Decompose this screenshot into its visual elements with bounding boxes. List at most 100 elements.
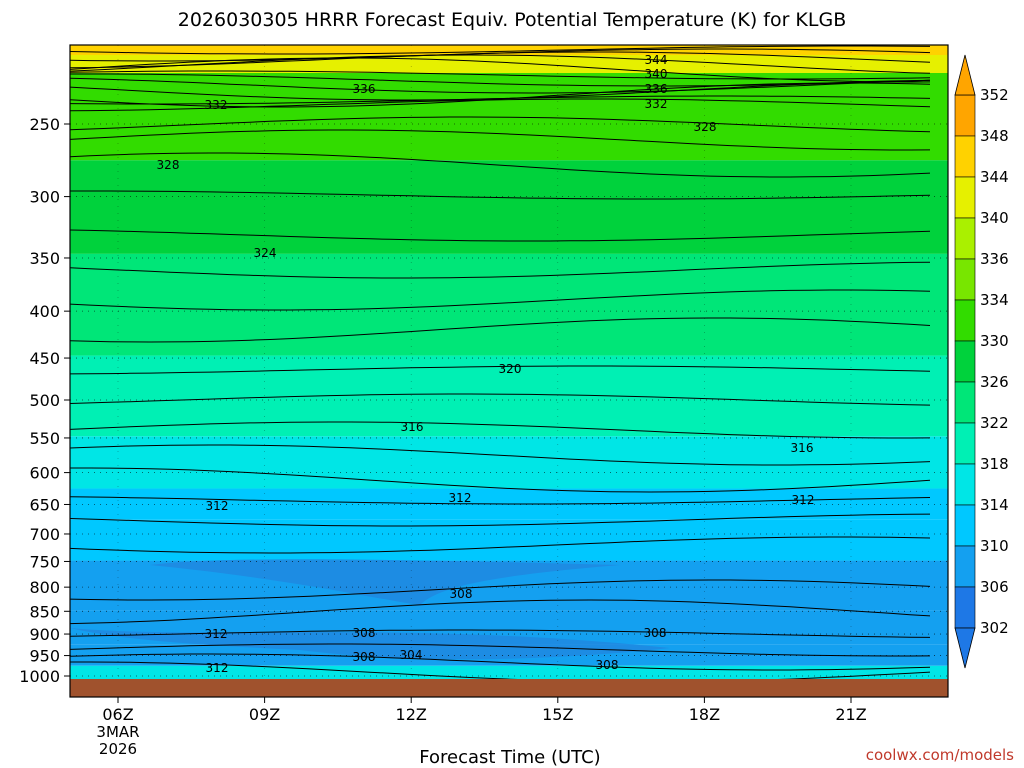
contour-line: [70, 54, 931, 74]
colorbar-segment: [954, 422, 976, 465]
colorbar-segment: [954, 545, 976, 588]
contour-label: 340: [645, 67, 668, 81]
contour-label: 332: [205, 98, 228, 112]
y-tick-label: 700: [29, 525, 60, 544]
colorbar-bottom-arrow: [954, 627, 976, 669]
contour-label: 312: [205, 627, 228, 641]
theta-e-band: [70, 355, 948, 437]
colorbar-tick-label: 306: [980, 578, 1009, 596]
contour-line: [70, 653, 931, 671]
contour-line: [70, 98, 931, 112]
y-tick-label: 600: [29, 464, 60, 483]
theta-e-bands: [70, 45, 948, 697]
grid-lines: [70, 45, 948, 697]
x-tick-label: 09Z: [249, 705, 280, 724]
colorbar-segment: [954, 258, 976, 301]
contour-line: [70, 317, 931, 343]
start-date-year: 2026: [99, 740, 137, 758]
contour-label: 312: [449, 491, 472, 505]
colorbar: 352 348 344 340 336 334 330 326 322 318 314 310 306 3…: [954, 54, 1009, 669]
contour-label: 316: [791, 441, 814, 455]
contour-label: 312: [792, 493, 815, 507]
theta-e-band: [70, 519, 948, 561]
contour-line: [70, 95, 931, 105]
y-tick-label: 1000: [19, 667, 60, 686]
contour-line: [70, 643, 931, 657]
y-tick-label: 900: [29, 625, 60, 644]
theta-e-band: [70, 253, 948, 356]
y-tick-label: 400: [29, 302, 60, 321]
contour-line: [70, 229, 931, 242]
contour-label: 308: [353, 650, 376, 664]
start-date-day: 3MAR: [96, 723, 139, 741]
contour-label: 336: [645, 82, 668, 96]
credit-text: coolwx.com/models: [866, 746, 1014, 764]
colorbar-tick-label: 326: [980, 373, 1009, 391]
x-axis: 3MAR 2026 06Z 09Z 12Z 15Z 18Z 21Z: [96, 697, 867, 758]
y-tick-label: 250: [29, 115, 60, 134]
colorbar-tick-label: 344: [980, 168, 1009, 186]
colorbar-segment: [954, 463, 976, 506]
y-tick-label: 650: [29, 495, 60, 514]
x-tick-label: 12Z: [396, 705, 427, 724]
contour-label: 308: [353, 626, 376, 640]
contour-label: 312: [206, 499, 229, 513]
contour-label: 308: [644, 626, 667, 640]
colorbar-tick-label: 302: [980, 619, 1009, 637]
y-tick-label: 850: [29, 602, 60, 621]
y-axis: 250 300 350 400 450 500 550 600 650 700 750 800 850 9…: [19, 115, 70, 686]
colorbar-segment: [954, 299, 976, 342]
colorbar-segment: [954, 381, 976, 424]
contour-line: [70, 77, 931, 94]
colorbar-tick-label: 336: [980, 250, 1009, 268]
colorbar-segment: [954, 504, 976, 547]
contour-label: 308: [596, 658, 619, 672]
x-axis-label: Forecast Time (UTC): [419, 747, 600, 768]
colorbar-tick-label: 322: [980, 414, 1009, 432]
y-tick-label: 950: [29, 647, 60, 666]
contour-label: 316: [401, 420, 424, 434]
colorbar-tick-label: 318: [980, 455, 1009, 473]
x-tick-label: 21Z: [835, 705, 866, 724]
colorbar-segment: [954, 135, 976, 178]
contour-line: [70, 496, 931, 505]
x-tick-label: 18Z: [689, 705, 720, 724]
contour-line: [70, 513, 931, 527]
theta-e-pocket: [150, 559, 620, 605]
y-tick-label: 750: [29, 552, 60, 571]
contour-line: [70, 129, 931, 151]
colorbar-tick-label: 330: [980, 332, 1009, 350]
contour-label: 332: [645, 97, 668, 111]
contour-line: [70, 536, 931, 554]
chart-title: 2026030305 HRRR Forecast Equiv. Potentia…: [178, 9, 847, 31]
x-tick-label: 15Z: [542, 705, 573, 724]
theta-e-band-top-2: [70, 45, 948, 55]
y-tick-label: 300: [29, 188, 60, 207]
colorbar-tick-label: 334: [980, 291, 1009, 309]
contour-label: 308: [450, 587, 473, 601]
contour-line: [70, 579, 931, 601]
contour-line: [70, 444, 931, 466]
contour-line: [70, 421, 931, 439]
contour-line: [70, 152, 931, 178]
contour-label: 324: [254, 246, 277, 260]
colorbar-segment: [954, 217, 976, 260]
y-tick-label: 350: [29, 249, 60, 268]
contour-lines: [70, 45, 931, 683]
contour-line: [70, 393, 931, 406]
contour-line: [70, 365, 931, 375]
colorbar-tick-label: 340: [980, 209, 1009, 227]
colorbar-tick-label: 352: [980, 86, 1009, 104]
y-tick-label: 450: [29, 349, 60, 368]
colorbar-segment: [954, 340, 976, 383]
contour-line: [70, 190, 931, 200]
contour-label: 336: [353, 82, 376, 96]
contour-line: [70, 51, 931, 69]
colorbar-top-arrow: [954, 54, 976, 96]
ground-surface: [70, 679, 948, 697]
colorbar-tick-label: 314: [980, 496, 1009, 514]
contour-label: 320: [499, 362, 522, 376]
colorbar-segment: [954, 586, 976, 629]
